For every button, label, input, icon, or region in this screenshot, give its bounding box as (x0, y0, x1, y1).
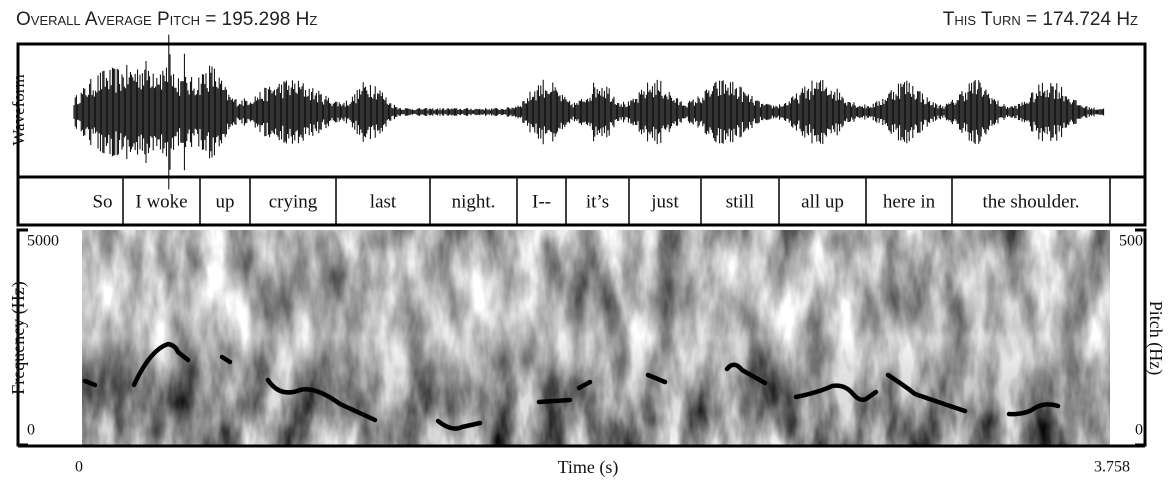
pitch-label: Pitch (Hz) (1145, 301, 1166, 375)
turn-pitch: This Turn = 174.724 Hz (943, 9, 1138, 30)
freq-min: 0 (27, 422, 35, 439)
frequency-label: Frequency (Hz) (8, 281, 29, 394)
word: up (216, 191, 235, 212)
word: last (370, 191, 397, 212)
pitch-min: 0 (1135, 422, 1143, 439)
time-start: 0 (75, 459, 83, 476)
freq-max: 5000 (27, 233, 59, 250)
word: I woke (135, 191, 187, 212)
word-tier: So I woke up crying last night. I-- it’s just sti… (92, 177, 1110, 225)
word: it’s (586, 191, 609, 212)
word: still (726, 191, 755, 212)
figure: Overall Average Pitch = 195.298 Hz This … (0, 0, 1173, 483)
word: So (92, 191, 112, 212)
word: here in (883, 191, 936, 212)
spectrogram-shade (82, 230, 1110, 445)
time-label: Time (s) (558, 457, 619, 478)
waveform-trace (74, 35, 1104, 190)
overall-pitch: Overall Average Pitch = 195.298 Hz (16, 9, 317, 30)
word: the shoulder. (982, 191, 1079, 212)
waveform (74, 35, 1104, 190)
pitch-max: 500 (1119, 233, 1143, 250)
word: crying (269, 191, 318, 212)
time-end: 3.758 (1094, 459, 1130, 476)
word: I-- (532, 191, 551, 212)
waveform-label: Waveform (9, 74, 28, 145)
word: night. (452, 191, 496, 212)
word: just (650, 191, 679, 212)
word: all up (801, 191, 844, 212)
